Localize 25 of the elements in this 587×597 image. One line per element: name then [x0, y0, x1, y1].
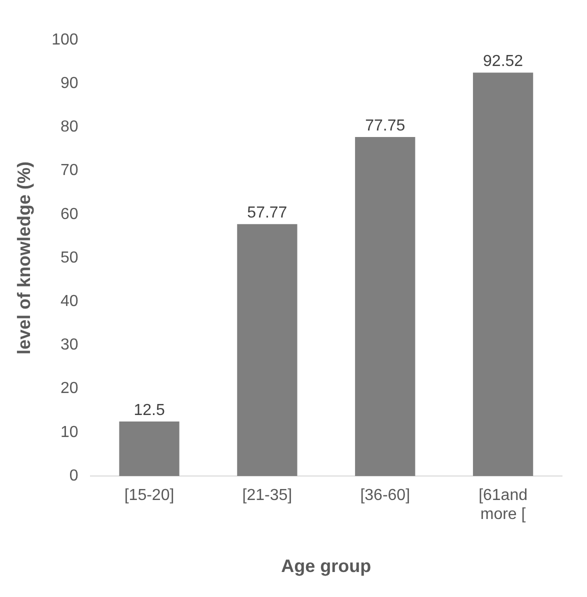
y-tick-label: 40	[60, 293, 78, 310]
x-tick-label: [15-20]	[124, 487, 174, 504]
y-tick-label: 80	[60, 118, 78, 136]
y-tick-label: 10	[60, 424, 78, 441]
bar	[472, 72, 534, 476]
y-tick-label: 50	[60, 249, 78, 266]
bar	[355, 137, 416, 476]
data-label: 12.5	[134, 402, 165, 419]
y-axis-title: level of knowledge (%)	[14, 161, 34, 355]
y-tick-label: 70	[60, 162, 78, 180]
y-tick-label: 90	[60, 75, 78, 92]
y-tick-label: 60	[60, 206, 78, 223]
x-tick-label: [61and more [	[478, 487, 528, 524]
x-axis-title: Age group	[281, 556, 372, 576]
data-label: 92.52	[483, 53, 524, 70]
data-label: 57.77	[247, 204, 288, 222]
bar	[237, 224, 298, 476]
y-tick-label: 100	[52, 31, 78, 48]
data-label: 77.75	[365, 117, 406, 134]
y-tick-label: 0	[69, 467, 78, 484]
y-tick-label: 20	[60, 380, 78, 398]
y-tick-label: 30	[60, 336, 78, 354]
bar	[119, 422, 180, 476]
x-tick-label: [36-60]	[360, 487, 410, 504]
x-tick-label: [21-35]	[242, 487, 292, 504]
